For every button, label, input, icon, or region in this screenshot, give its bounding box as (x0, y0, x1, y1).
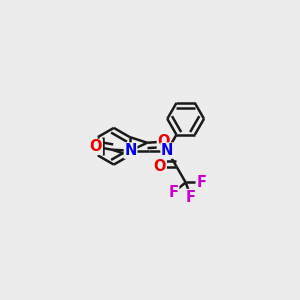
Text: N: N (161, 143, 173, 158)
Text: F: F (196, 175, 206, 190)
Text: O: O (154, 159, 166, 174)
Text: N: N (124, 143, 137, 158)
Text: F: F (186, 190, 196, 205)
Text: O: O (158, 134, 170, 149)
Text: O: O (90, 139, 102, 154)
Text: F: F (169, 185, 179, 200)
